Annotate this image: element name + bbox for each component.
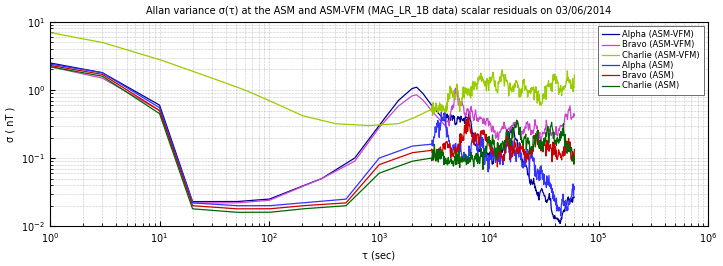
- Alpha (ASM-VFM): [134, 92, 142, 95]
- Alpha (ASM-VFM): [115, 81, 124, 84]
- Bravo (ASM-VFM): [189, 201, 197, 205]
- Alpha (ASM-VFM): [321, 175, 330, 178]
- Bravo (ASM-VFM): [134, 97, 142, 100]
- Bravo (ASM-VFM): [223, 201, 231, 205]
- Line: Charlie (ASM-VFM): Charlie (ASM-VFM): [50, 32, 574, 126]
- Alpha (ASM-VFM): [332, 168, 341, 171]
- Charlie (ASM): [232, 211, 241, 214]
- Bravo (ASM-VFM): [322, 175, 330, 178]
- Charlie (ASM): [134, 98, 142, 101]
- Alpha (ASM): [46, 63, 54, 66]
- Charlie (ASM-VFM): [364, 124, 372, 127]
- Bravo (ASM): [115, 84, 124, 87]
- Line: Charlie (ASM): Charlie (ASM): [50, 67, 574, 212]
- Charlie (ASM-VFM): [115, 46, 124, 49]
- Bravo (ASM): [232, 207, 241, 210]
- Y-axis label: σ ( nT ): σ ( nT ): [6, 106, 16, 142]
- Bravo (ASM): [333, 202, 341, 205]
- Bravo (ASM-VFM): [273, 195, 282, 198]
- Legend: Alpha (ASM-VFM), Bravo (ASM-VFM), Charlie (ASM-VFM), Alpha (ASM), Bravo (ASM), C: Alpha (ASM-VFM), Bravo (ASM-VFM), Charli…: [598, 26, 704, 95]
- Bravo (ASM-VFM): [46, 65, 54, 68]
- Charlie (ASM): [115, 86, 124, 89]
- Charlie (ASM-VFM): [321, 120, 330, 123]
- Alpha (ASM): [115, 82, 124, 85]
- Charlie (ASM-VFM): [222, 82, 231, 85]
- Line: Bravo (ASM-VFM): Bravo (ASM-VFM): [50, 67, 574, 203]
- Alpha (ASM): [557, 214, 565, 218]
- Alpha (ASM): [570, 188, 578, 191]
- Charlie (ASM): [322, 206, 330, 209]
- Alpha (ASM-VFM): [555, 222, 564, 225]
- Alpha (ASM): [222, 203, 231, 207]
- Bravo (ASM-VFM): [333, 169, 341, 172]
- Charlie (ASM-VFM): [134, 52, 142, 55]
- Bravo (ASM): [570, 148, 578, 151]
- Charlie (ASM): [273, 210, 282, 213]
- Alpha (ASM): [273, 203, 282, 207]
- Bravo (ASM-VFM): [115, 86, 124, 89]
- Line: Alpha (ASM): Alpha (ASM): [50, 64, 574, 216]
- Alpha (ASM): [321, 199, 330, 202]
- Alpha (ASM-VFM): [570, 196, 578, 199]
- Alpha (ASM-VFM): [46, 61, 54, 64]
- Charlie (ASM): [46, 65, 54, 68]
- Charlie (ASM): [333, 205, 341, 208]
- X-axis label: τ (sec): τ (sec): [362, 251, 395, 260]
- Bravo (ASM): [273, 206, 282, 210]
- Bravo (ASM): [322, 203, 330, 206]
- Line: Alpha (ASM-VFM): Alpha (ASM-VFM): [50, 63, 574, 223]
- Charlie (ASM-VFM): [332, 122, 341, 125]
- Bravo (ASM-VFM): [570, 114, 578, 118]
- Alpha (ASM): [332, 198, 341, 202]
- Bravo (ASM): [46, 64, 54, 67]
- Charlie (ASM): [570, 155, 578, 158]
- Line: Bravo (ASM): Bravo (ASM): [50, 65, 574, 209]
- Title: Allan variance σ(τ) at the ASM and ASM-VFM (MAG_LR_1B data) scalar residuals on : Allan variance σ(τ) at the ASM and ASM-V…: [146, 6, 612, 16]
- Charlie (ASM-VFM): [273, 103, 282, 106]
- Charlie (ASM): [222, 210, 231, 213]
- Charlie (ASM-VFM): [46, 31, 54, 34]
- Alpha (ASM-VFM): [273, 194, 282, 198]
- Bravo (ASM): [134, 95, 142, 99]
- Charlie (ASM-VFM): [570, 73, 578, 77]
- Bravo (ASM): [222, 207, 231, 210]
- Alpha (ASM): [134, 93, 142, 96]
- Alpha (ASM-VFM): [222, 200, 231, 203]
